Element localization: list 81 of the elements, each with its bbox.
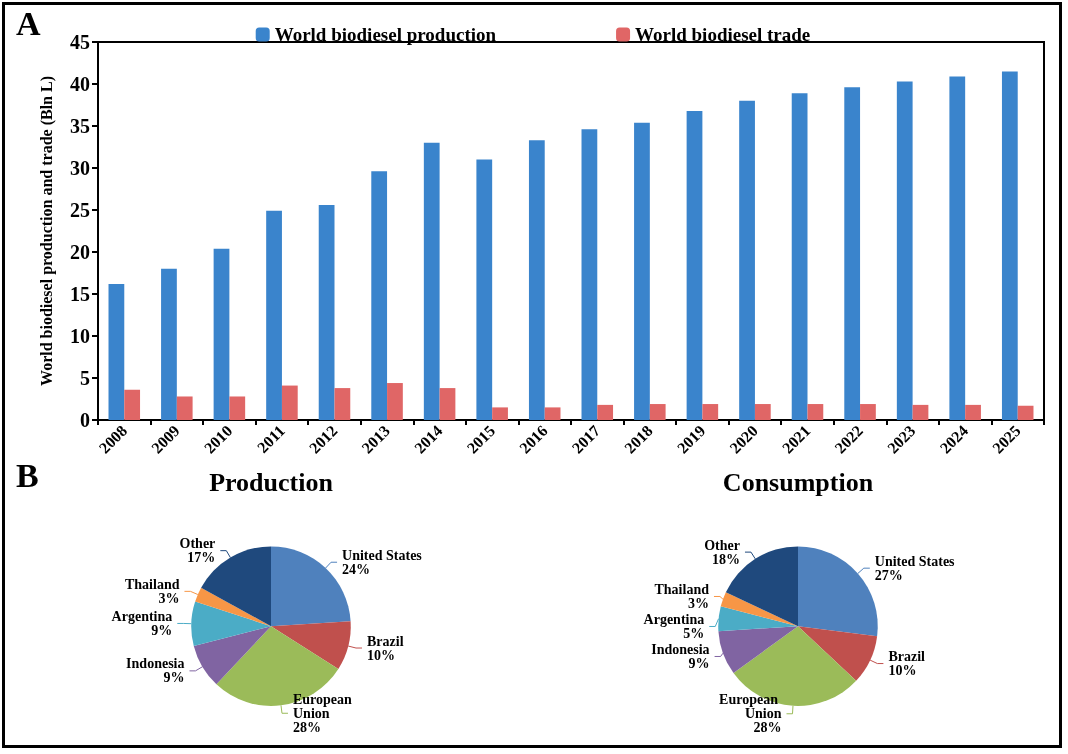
bar (544, 407, 561, 420)
slice-label: Indonesia (651, 641, 710, 657)
bar (318, 204, 335, 420)
text: A (16, 4, 41, 42)
bar (949, 76, 966, 420)
text: B (16, 456, 39, 494)
slice-label: Argentina (643, 611, 705, 627)
data-label: 28% (293, 719, 321, 735)
y-tick-label: 5 (80, 367, 90, 389)
data-label: 9% (163, 670, 185, 686)
bar (807, 404, 824, 420)
bar (860, 404, 876, 420)
bar (896, 81, 913, 420)
slice-label: Other (179, 536, 216, 552)
bar (439, 388, 456, 420)
bar (161, 268, 177, 420)
y-tick-label: 25 (70, 199, 90, 221)
y-tick-label: 40 (70, 73, 90, 95)
data-label: 10% (888, 663, 917, 679)
bar (476, 159, 493, 420)
bar (1017, 405, 1034, 420)
bar (597, 404, 614, 420)
bar (213, 248, 230, 420)
y-tick-label: 45 (70, 31, 90, 53)
data-label: 9% (151, 622, 173, 638)
data-label: 27% (874, 567, 903, 583)
bar (1001, 71, 1018, 420)
slice-label: Brazil (888, 649, 926, 665)
y-tick-label: 0 (80, 409, 90, 431)
bar (334, 388, 351, 420)
bar (281, 385, 298, 420)
y-tick-label: 20 (70, 241, 90, 263)
data-label: 18% (711, 551, 740, 567)
slice-label: Brazil (366, 633, 404, 649)
legend-label: World biodiesel production (274, 24, 497, 45)
slice-label: European Union (293, 691, 356, 721)
bar (634, 122, 650, 420)
bar (108, 283, 125, 420)
data-label: 10% (366, 647, 395, 663)
bar (492, 407, 508, 420)
data-label: 17% (187, 550, 216, 566)
data-label: 5% (683, 625, 705, 641)
bar (649, 404, 666, 420)
y-axis-title: World biodiesel production and trade (Bln L) (37, 76, 56, 386)
data-label: 9% (688, 655, 710, 671)
chart-title: Production (209, 467, 334, 497)
bar (229, 396, 246, 420)
data-label: 24% (342, 561, 371, 577)
data-label: 28% (753, 720, 782, 736)
bar (176, 396, 193, 420)
slice-label: Argentina (111, 608, 173, 624)
bar (124, 389, 141, 420)
slice-label: European Union (719, 692, 782, 722)
data-label: 3% (687, 595, 709, 611)
chart-title: Consumption (722, 467, 874, 497)
bar (371, 171, 388, 420)
bar (965, 404, 981, 420)
bar (791, 93, 808, 420)
bar (581, 129, 598, 420)
y-tick-label: 30 (70, 157, 90, 179)
data-label: 3% (158, 590, 180, 606)
slice-label: Thailand (654, 581, 710, 597)
slice-label: United States (342, 547, 423, 563)
bar (528, 140, 545, 420)
slice-label: Other (704, 537, 740, 553)
bar (686, 110, 703, 420)
bar (912, 404, 929, 420)
bar (423, 142, 440, 420)
y-tick-label: 35 (70, 115, 90, 137)
slice-label: Indonesia (126, 656, 185, 672)
legend-label: World biodiesel trade (635, 24, 811, 45)
slice-label: Thailand (124, 576, 180, 592)
y-tick-label: 10 (70, 325, 90, 347)
y-tick-label: 15 (70, 283, 90, 305)
bar (387, 383, 403, 420)
bar (739, 100, 755, 420)
bar (702, 404, 719, 420)
bar (754, 404, 771, 420)
bar (266, 210, 282, 420)
slice-label: United States (874, 553, 956, 569)
bar (844, 87, 861, 420)
